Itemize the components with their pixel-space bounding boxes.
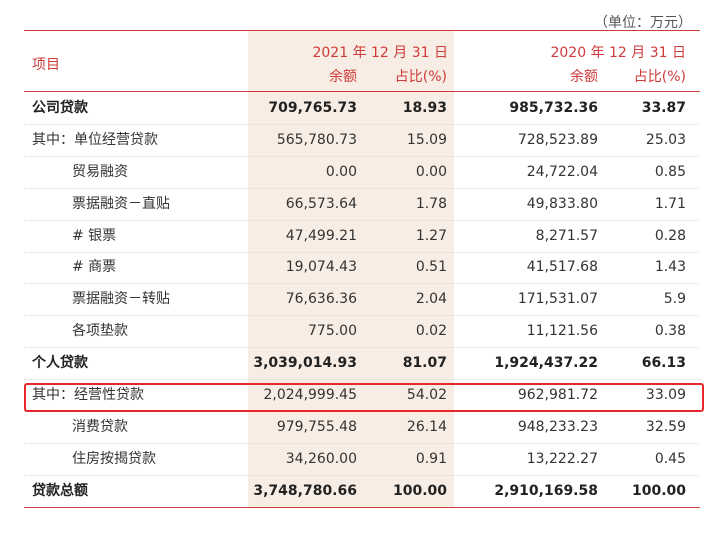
row-label: 住房按揭贷款 [72, 451, 156, 467]
ratio-2020: 1.71 [654, 196, 686, 212]
balance-2021: 3,748,780.66 [253, 483, 357, 499]
ratio-2021: 0.02 [415, 323, 447, 339]
table-row: 贸易融资 0.00 0.00 24,722.04 0.85 [24, 157, 700, 189]
header-ratio-2021: 占比(%) [394, 69, 447, 85]
row-label: 个人贷款 [32, 355, 88, 371]
header-item: 项目 [32, 57, 60, 73]
balance-2021: 66,573.64 [285, 196, 357, 212]
ratio-2020: 1.43 [654, 259, 686, 275]
ratio-2020: 33.09 [645, 387, 686, 403]
balance-2020: 49,833.80 [526, 196, 598, 212]
table-row: 各项垫款 775.00 0.02 11,121.56 0.38 [24, 316, 700, 348]
balance-2021: 19,074.43 [285, 259, 357, 275]
balance-2021: 47,499.21 [285, 228, 357, 244]
balance-2020: 2,910,169.58 [494, 483, 598, 499]
ratio-2021: 100.00 [392, 483, 447, 499]
balance-2020: 948,233.23 [517, 419, 598, 435]
balance-2021: 0.00 [325, 164, 357, 180]
row-label: 贸易融资 [72, 164, 128, 180]
table-top-rule [24, 30, 700, 31]
ratio-2020: 0.38 [654, 323, 686, 339]
table-row: 其中：单位经营贷款 565,780.73 15.09 728,523.89 25… [24, 125, 700, 157]
table-bottom-rule [24, 507, 700, 508]
table-row: 票据融资－直贴 66,573.64 1.78 49,833.80 1.71 [24, 189, 700, 221]
balance-2021: 565,780.73 [276, 132, 357, 148]
balance-2021: 76,636.36 [285, 291, 357, 307]
row-label: 其中：经营性贷款 [32, 387, 144, 403]
balance-2020: 41,517.68 [526, 259, 598, 275]
balance-2020: 1,924,437.22 [494, 355, 598, 371]
ratio-2021: 18.93 [402, 100, 447, 116]
row-label: 贷款总额 [32, 483, 88, 499]
header-period-2020: 2020 年 12 月 31 日 [550, 45, 686, 61]
ratio-2021: 26.14 [406, 419, 447, 435]
ratio-2020: 32.59 [645, 419, 686, 435]
table-row: 公司贷款 709,765.73 18.93 985,732.36 33.87 [24, 93, 700, 125]
table-row: 消费贷款 979,755.48 26.14 948,233.23 32.59 [24, 412, 700, 444]
ratio-2021: 0.91 [415, 451, 447, 467]
ratio-2020: 0.45 [654, 451, 686, 467]
ratio-2021: 54.02 [406, 387, 447, 403]
balance-2020: 728,523.89 [517, 132, 598, 148]
ratio-2020: 66.13 [641, 355, 686, 371]
balance-2020: 985,732.36 [509, 100, 598, 116]
row-label: # 银票 [72, 228, 117, 244]
ratio-2020: 25.03 [645, 132, 686, 148]
header-period-2021: 2021 年 12 月 31 日 [312, 45, 448, 61]
balance-2021: 709,765.73 [268, 100, 357, 116]
ratio-2021: 81.07 [402, 355, 447, 371]
ratio-2021: 2.04 [415, 291, 447, 307]
balance-2021: 979,755.48 [276, 419, 357, 435]
balance-2021: 34,260.00 [285, 451, 357, 467]
ratio-2020: 0.28 [654, 228, 686, 244]
ratio-2020: 33.87 [641, 100, 686, 116]
row-label: 票据融资－转贴 [72, 291, 170, 307]
table-row: 个人贷款 3,039,014.93 81.07 1,924,437.22 66.… [24, 348, 700, 380]
row-label: 票据融资－直贴 [72, 196, 170, 212]
ratio-2020: 0.85 [654, 164, 686, 180]
balance-2020: 24,722.04 [526, 164, 598, 180]
table-row: # 商票 19,074.43 0.51 41,517.68 1.43 [24, 252, 700, 284]
header-ratio-2020: 占比(%) [633, 69, 686, 85]
highlight-box [24, 383, 704, 412]
row-label: 公司贷款 [32, 100, 88, 116]
balance-2020: 171,531.07 [517, 291, 598, 307]
balance-2021: 2,024,999.45 [263, 387, 357, 403]
ratio-2021: 0.00 [415, 164, 447, 180]
ratio-2021: 1.78 [415, 196, 447, 212]
header-balance-2020: 余额 [570, 69, 598, 85]
ratio-2020: 100.00 [631, 483, 686, 499]
ratio-2021: 1.27 [415, 228, 447, 244]
ratio-2021: 15.09 [406, 132, 447, 148]
table-header-rule [24, 91, 700, 92]
balance-2021: 775.00 [308, 323, 357, 339]
balance-2020: 962,981.72 [517, 387, 598, 403]
balance-2020: 11,121.56 [526, 323, 598, 339]
ratio-2021: 0.51 [415, 259, 447, 275]
table-row: 票据融资－转贴 76,636.36 2.04 171,531.07 5.9 [24, 284, 700, 316]
highlight-column-2021 [248, 30, 454, 508]
row-label: 其中：单位经营贷款 [32, 132, 158, 148]
row-label: # 商票 [72, 259, 117, 275]
row-label: 各项垫款 [72, 323, 128, 339]
unit-note: （单位：万元） [594, 15, 692, 31]
balance-2021: 3,039,014.93 [253, 355, 357, 371]
table-row: 住房按揭贷款 34,260.00 0.91 13,222.27 0.45 [24, 444, 700, 476]
table-row: 贷款总额 3,748,780.66 100.00 2,910,169.58 10… [24, 476, 700, 507]
balance-2020: 13,222.27 [526, 451, 598, 467]
header-balance-2021: 余额 [329, 69, 357, 85]
table-row: # 银票 47,499.21 1.27 8,271.57 0.28 [24, 221, 700, 253]
row-label: 消费贷款 [72, 419, 128, 435]
balance-2020: 8,271.57 [535, 228, 598, 244]
ratio-2020: 5.9 [663, 291, 686, 307]
